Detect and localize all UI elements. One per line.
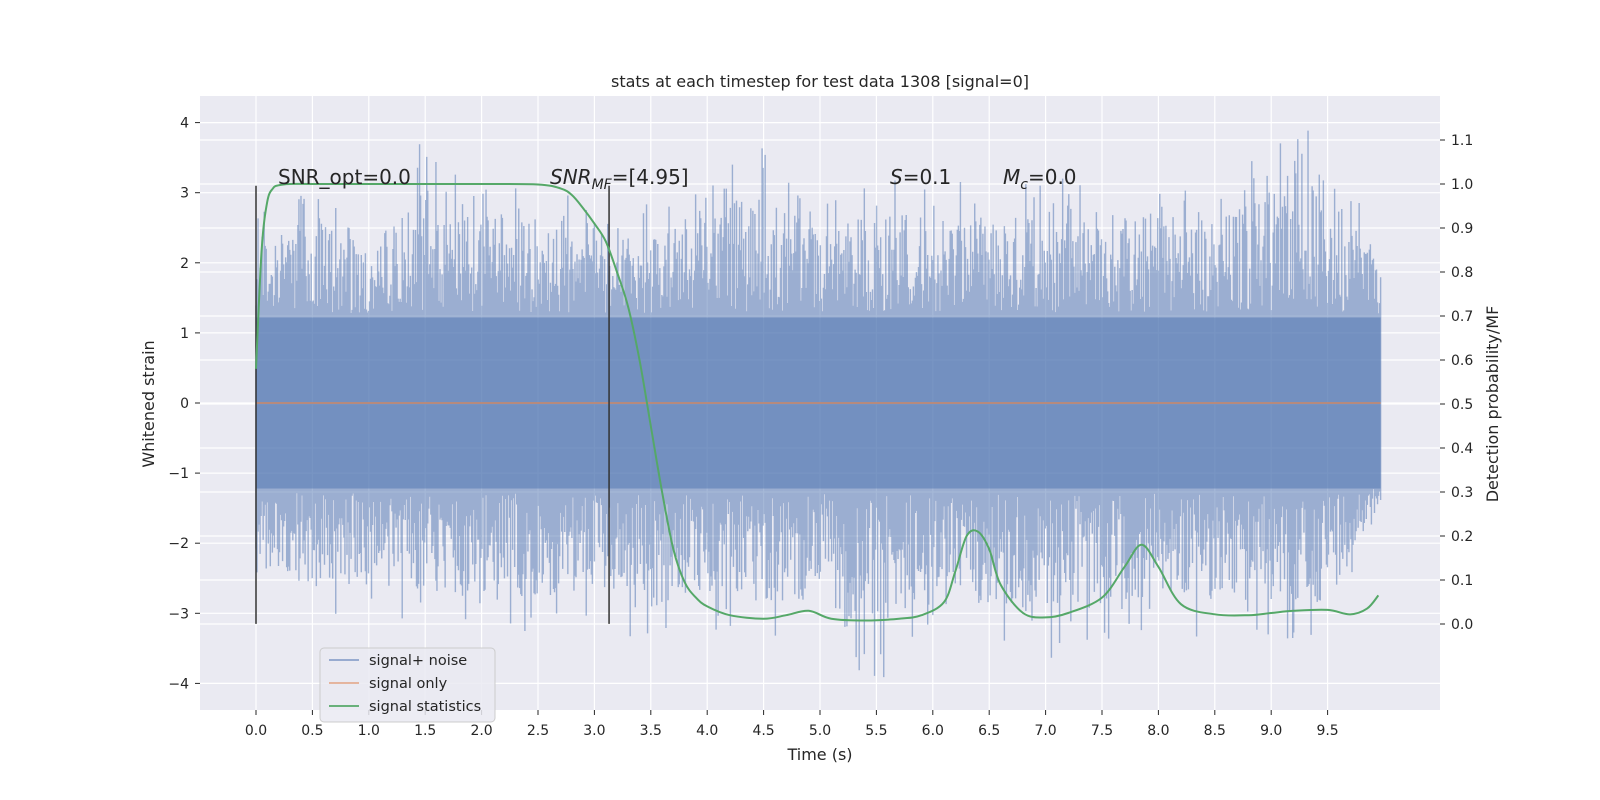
legend-label-signal-only: signal only bbox=[369, 676, 448, 692]
x-tick-label-1: 0.5 bbox=[301, 723, 323, 739]
y-right-tick-label-8: 0.8 bbox=[1451, 265, 1473, 281]
stats-line bbox=[255, 182, 1380, 622]
x-axis-label: Time (s) bbox=[786, 745, 852, 764]
annotation-s-rest: =0.1 bbox=[903, 165, 952, 189]
x-tick-label-3: 1.5 bbox=[414, 723, 436, 739]
y-tick-label-6: 2 bbox=[180, 256, 189, 272]
ticks: 0.0 0.5 1.0 1.5 2.0 2.5 3.0 3.5 4.0 4.5 5.0 5.5 6.0 6… bbox=[168, 116, 1473, 739]
y-tick-label-5: 1 bbox=[180, 326, 189, 342]
annotation-snr-mf-rest: =[4.95] bbox=[612, 165, 689, 189]
chart-title: stats at each timestep for test data 130… bbox=[611, 72, 1029, 91]
annotation-s: S=0.1 bbox=[890, 165, 951, 189]
annotation-snr-mf-main: SNR bbox=[550, 165, 592, 189]
x-tick-label-15: 7.5 bbox=[1091, 723, 1113, 739]
stats-series bbox=[255, 182, 1380, 622]
legend-box bbox=[319, 647, 496, 723]
x-tick-label-9: 4.5 bbox=[752, 723, 774, 739]
y-right-tick-label-11: 1.1 bbox=[1451, 133, 1473, 149]
y-tick-label-8: 4 bbox=[180, 116, 189, 132]
x-tick-label-18: 9.0 bbox=[1260, 723, 1282, 739]
x-tick-label-12: 6.0 bbox=[922, 723, 944, 739]
y-right-tick-label-10: 1.0 bbox=[1451, 177, 1473, 193]
annotation-snr-mf: SNRMF=[4.95] bbox=[550, 165, 689, 193]
legend-label-signal-noise: signal+ noise bbox=[369, 653, 467, 669]
y-right-tick-label-6: 0.6 bbox=[1451, 353, 1473, 369]
x-tick-label-14: 7.0 bbox=[1034, 723, 1056, 739]
x-tick-label-2: 1.0 bbox=[358, 723, 380, 739]
x-tick-label-13: 6.5 bbox=[978, 723, 1000, 739]
y-tick-label-7: 3 bbox=[180, 186, 189, 202]
y-right-tick-label-3: 0.3 bbox=[1451, 485, 1473, 501]
y-tick-label-2: −2 bbox=[168, 536, 189, 552]
annotation-mc-sub: c bbox=[1020, 177, 1028, 193]
y-tick-label-4: 0 bbox=[180, 396, 189, 412]
x-tick-label-4: 2.0 bbox=[470, 723, 492, 739]
y-right-axis-label: Detection probability/MF bbox=[1483, 306, 1502, 503]
x-tick-label-16: 8.0 bbox=[1147, 723, 1169, 739]
y-right-tick-label-5: 0.5 bbox=[1451, 397, 1473, 413]
x-tick-label-5: 2.5 bbox=[527, 723, 549, 739]
legend-label-signal-statistics: signal statistics bbox=[369, 699, 481, 715]
y-right-tick-label-9: 0.9 bbox=[1451, 221, 1473, 237]
annotation-mc-rest: =0.0 bbox=[1028, 165, 1077, 189]
y-right-tick-label-4: 0.4 bbox=[1451, 441, 1473, 457]
y-tick-label-3: −1 bbox=[168, 466, 189, 482]
y-right-tick-label-0: 0.0 bbox=[1451, 617, 1473, 633]
annotation-mc-symbol: M bbox=[1003, 165, 1020, 189]
x-tick-label-19: 9.5 bbox=[1316, 723, 1338, 739]
y-tick-label-1: −3 bbox=[168, 606, 189, 622]
x-tick-label-0: 0.0 bbox=[245, 723, 267, 739]
y-right-tick-label-1: 0.1 bbox=[1451, 573, 1473, 589]
y-right-tick-label-7: 0.7 bbox=[1451, 309, 1473, 325]
legend: signal+ noise signal only signal statist… bbox=[319, 647, 496, 723]
annotation-mc: Mc=0.0 bbox=[1003, 165, 1077, 193]
x-tick-label-11: 5.5 bbox=[865, 723, 887, 739]
annotation-s-symbol: S bbox=[890, 165, 903, 189]
x-tick-label-6: 3.0 bbox=[583, 723, 605, 739]
y-axis-label: Whitened strain bbox=[139, 340, 158, 467]
marker-lines bbox=[255, 185, 610, 624]
x-tick-label-7: 3.5 bbox=[640, 723, 662, 739]
x-tick-label-8: 4.0 bbox=[696, 723, 718, 739]
annotation-snr-mf-sub: MF bbox=[592, 177, 613, 193]
y-right-tick-label-2: 0.2 bbox=[1451, 529, 1473, 545]
annotation-snr-opt: SNR_opt=0.0 bbox=[278, 165, 411, 189]
x-tick-label-10: 5.0 bbox=[809, 723, 831, 739]
y-tick-label-0: −4 bbox=[168, 676, 189, 692]
x-tick-label-17: 8.5 bbox=[1204, 723, 1226, 739]
